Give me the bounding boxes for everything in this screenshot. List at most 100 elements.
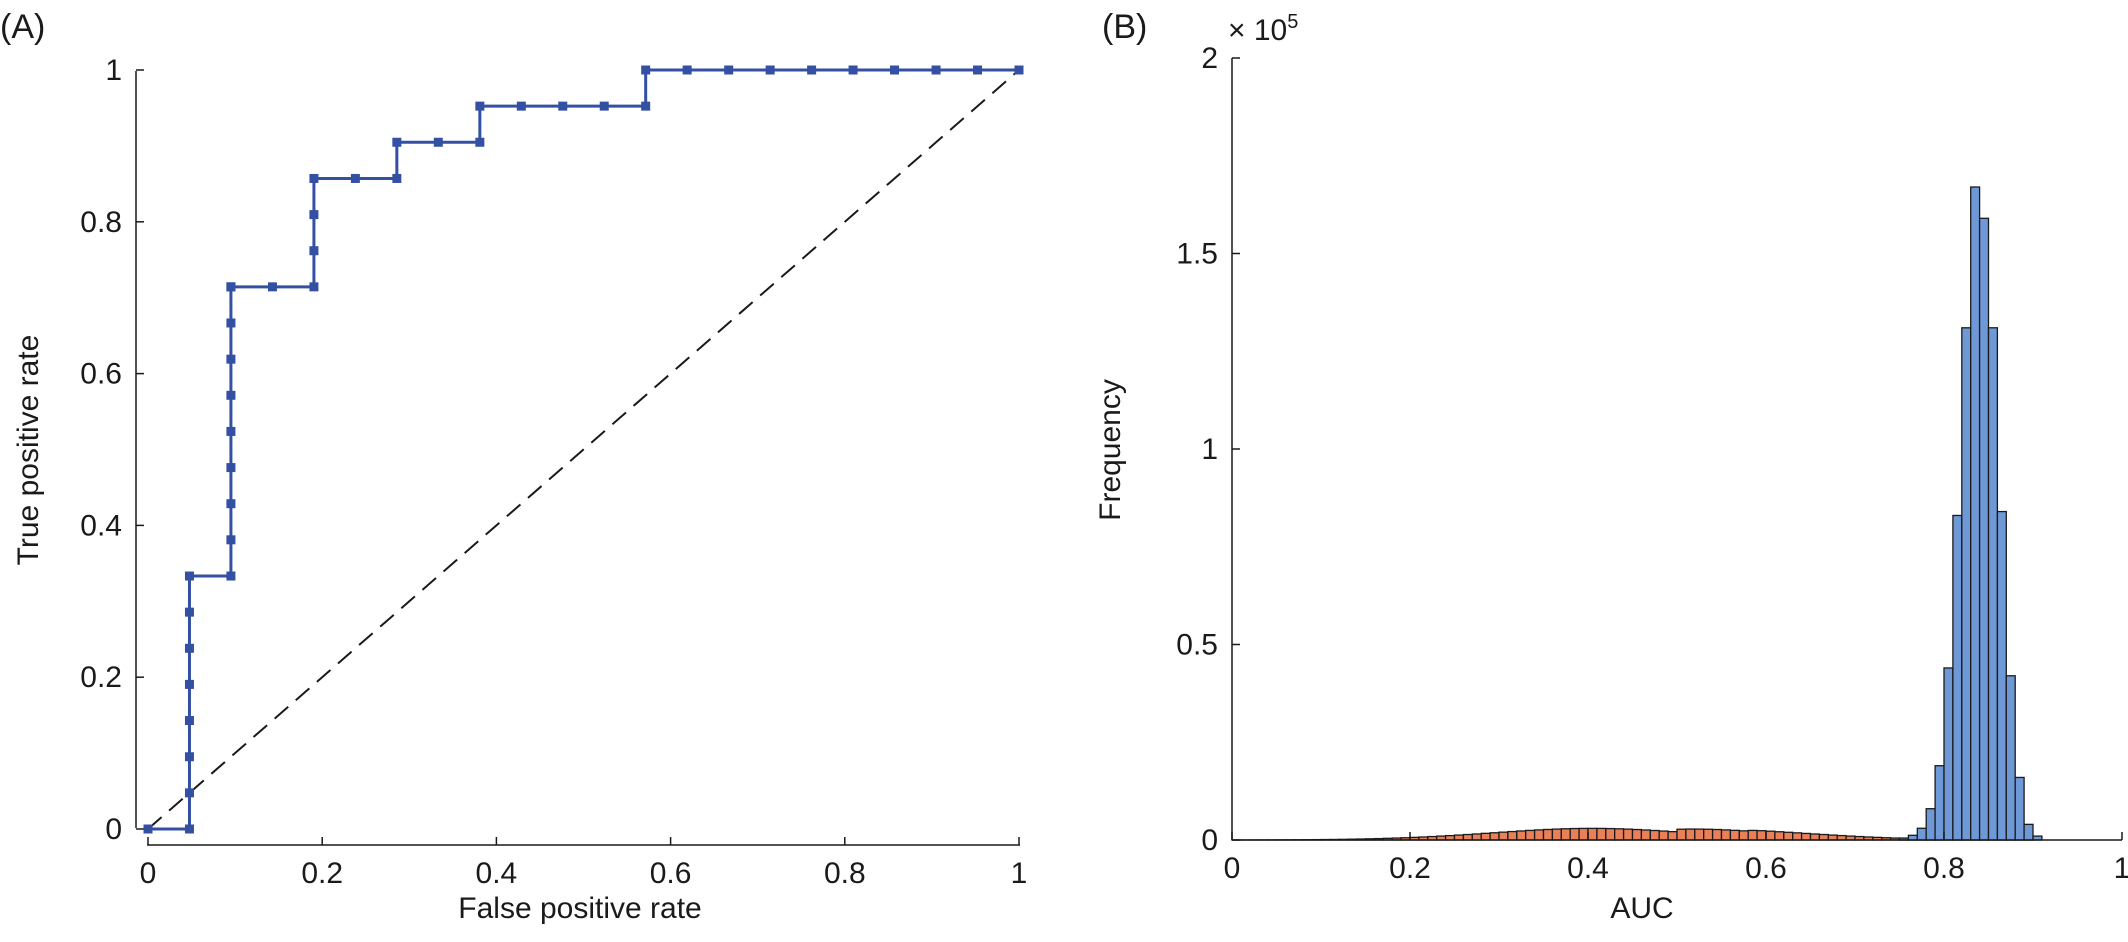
panel-b-y-exponent-label: × 105 — [1228, 11, 1298, 47]
panel-b-histogram-bar-observed — [2014, 776, 2025, 841]
panel-b-histogram-bar-null — [1560, 828, 1571, 841]
panel-a-roc-point — [184, 752, 194, 762]
panel-b-histogram-bar-null — [1622, 828, 1634, 841]
panel-b-histogram-bar-null — [1614, 828, 1625, 841]
panel-b-histogram-bar-null — [1462, 833, 1473, 841]
panel-a-x-tick-label: 0.6 — [650, 857, 692, 890]
panel-a-roc-point — [848, 65, 858, 75]
panel-a-roc-point — [309, 173, 319, 183]
panel-a-roc-point — [226, 571, 236, 581]
panel-b-histogram-bar-null — [1480, 832, 1491, 841]
panel-b-histogram-bar-observed — [1961, 327, 1972, 841]
panel-b-histogram-bar-null — [1676, 828, 1687, 841]
panel-b-histogram-bar-null — [1756, 830, 1767, 841]
panel-b-histogram-bar-null — [1542, 828, 1554, 841]
panel-a-label: (A) — [0, 8, 45, 46]
panel-a-roc-point — [516, 101, 526, 111]
panel-b-histogram-bar-observed — [1978, 217, 1990, 841]
panel-a-roc-point — [226, 426, 236, 436]
panel-b-y-tick-label: 0 — [1201, 824, 1218, 857]
panel-a-y-tick-label: 0.2 — [80, 661, 122, 694]
panel-a-plot-area — [143, 65, 1024, 834]
panel-b-histogram-bar-null — [1569, 827, 1580, 841]
panel-b-histogram-bar-null — [1783, 831, 1794, 841]
panel-b-histogram-bar-observed — [2023, 823, 2034, 841]
panel-a-roc-point — [184, 824, 194, 834]
panel-b-histogram-bar-null — [1720, 829, 1732, 841]
panel-a-roc-point — [184, 643, 194, 653]
panel-b-histogram-bar-null — [1738, 830, 1749, 841]
panel-a-roc-point — [973, 65, 983, 75]
panel-a-y-axis-label: True positive rate — [12, 335, 45, 566]
panel-b-histogram-bar-null — [1498, 831, 1509, 841]
panel-b-histogram-bar-null — [1551, 828, 1562, 841]
panel-b-histogram-bar-null — [1765, 830, 1776, 841]
panel-a-roc-point — [184, 679, 194, 689]
panel-b-histogram-bar-null — [1596, 827, 1607, 841]
panel-a-roc-point — [475, 101, 485, 111]
panel-b-x-tick-label: 0.6 — [1745, 852, 1787, 885]
panel-b-x-tick-label: 0.8 — [1923, 852, 1965, 885]
panel-a-x-tick-label: 0 — [140, 857, 157, 890]
panel-a-roc-point — [226, 463, 236, 473]
panel-a-y-tick-label: 0.4 — [80, 509, 122, 542]
panel-a-roc-point — [682, 65, 692, 75]
panel-b-x-tick-label: 0.2 — [1389, 852, 1431, 885]
panel-a-roc-point — [641, 65, 651, 75]
panel-b-y-exponent-base: × 10 — [1228, 14, 1287, 47]
panel-a-x-tick-label: 0.8 — [824, 857, 866, 890]
panel-a-y-tick-label: 1 — [105, 54, 122, 87]
panel-a-axes: 0 0.2 0.4 0.6 0.8 1 0 0.2 0.4 0.6 0.8 1 — [80, 54, 1027, 890]
panel-b-histogram-bar-null — [1774, 831, 1785, 841]
panel-a-x-tick-label: 0.2 — [301, 857, 343, 890]
panel-a-x-axis-label: False positive rate — [458, 892, 701, 925]
panel-a: (A) 0 0.2 0.4 0.6 0.8 1 0 0.2 0.4 0.6 0.8 1 False p… — [0, 8, 1027, 925]
panel-b-histogram-bar-observed — [1970, 186, 1981, 841]
panel-b-y-tick-label: 1 — [1201, 433, 1218, 466]
panel-a-roc-point — [433, 137, 443, 147]
panel-b-histogram-bar-null — [1578, 827, 1589, 841]
panel-a-roc-point — [143, 824, 153, 834]
panel-a-roc-point — [931, 65, 941, 75]
panel-a-chance-diagonal — [147, 69, 1020, 830]
panel-b-histogram-bar-null — [1640, 829, 1651, 841]
panel-b-histogram-bars — [1231, 186, 2043, 841]
panel-a-roc-point — [184, 788, 194, 798]
panel-b-histogram-bar-null — [1667, 830, 1678, 841]
panel-b-histogram-bar-observed — [1925, 808, 1936, 841]
panel-a-y-tick-label: 0 — [105, 813, 122, 846]
panel-b-histogram-bar-null — [1507, 830, 1518, 841]
panel-b-y-tick-label: 0.5 — [1176, 629, 1218, 662]
panel-a-roc-point — [184, 571, 194, 581]
panel-b-histogram-bar-null — [1729, 829, 1740, 841]
panel-b-histogram-bar-null — [1631, 828, 1643, 841]
panel-a-roc-point — [226, 390, 236, 400]
panel-a-roc-point — [267, 282, 277, 292]
panel-b-x-axis-label: AUC — [1610, 892, 1673, 925]
panel-b-histogram-bar-null — [1685, 828, 1696, 841]
panel-b-histogram-bar-null — [1703, 828, 1714, 841]
panel-b-histogram-bar-null — [1516, 830, 1527, 841]
panel-b-histogram-bar-observed — [1952, 514, 1963, 841]
panel-a-roc-point — [807, 65, 817, 75]
panel-b-histogram-bar-observed — [1996, 510, 2007, 841]
panel-b-x-tick-label: 1 — [2114, 852, 2128, 885]
panel-a-roc-point — [309, 246, 319, 256]
panel-b-histogram-bar-null — [1587, 827, 1598, 841]
panel-a-roc-point — [724, 65, 734, 75]
panel-a-roc-point — [226, 282, 236, 292]
panel-b-y-tick-label: 2 — [1201, 42, 1218, 75]
panel-b: (B) × 105 0 0.5 1 1.5 2 0 0.2 0.4 0.6 0.8 1 AUC Fr… — [1094, 8, 2128, 925]
panel-a-x-tick-label: 0.4 — [476, 857, 518, 890]
panel-b-histogram-bar-null — [1818, 833, 1829, 841]
panel-b-histogram-bar-null — [1792, 832, 1803, 841]
panel-b-x-tick-label: 0.4 — [1567, 852, 1609, 885]
panel-b-histogram-bar-null — [1809, 833, 1821, 841]
panel-b-y-tick-label: 1.5 — [1176, 238, 1218, 271]
panel-b-histogram-bar-null — [1649, 829, 1660, 841]
panel-b-histogram-bar-null — [1711, 828, 1723, 841]
panel-a-roc-point — [599, 101, 609, 111]
panel-a-y-tick-label: 0.6 — [80, 358, 122, 391]
panel-a-roc-point — [392, 137, 402, 147]
